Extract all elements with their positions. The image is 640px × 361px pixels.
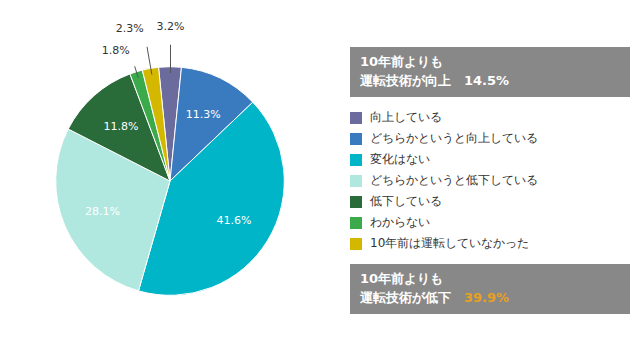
svg-text:11.3%: 11.3% — [186, 108, 221, 121]
html-text:どちらかというと向上している: どちらかというと向上している — [370, 131, 538, 145]
html-text:向上している: 向上している — [370, 110, 442, 124]
html-text:どちらかというと低下している: どちらかというと低下している — [370, 173, 538, 187]
html-text:10年前よりも: 10年前よりも — [360, 54, 444, 70]
svg-text:41.6%: 41.6% — [217, 213, 252, 226]
html-text:39.9%: 39.9% — [464, 289, 510, 305]
html-text:10年前は運転していなかった: 10年前は運転していなかった — [370, 236, 530, 250]
html-text:運転技術が向上: 運転技術が向上 — [360, 73, 451, 89]
svg-text:3.2%: 3.2% — [157, 19, 185, 32]
html-text:10年前よりも: 10年前よりも — [360, 271, 444, 286]
html-text:変化はない: 変化はない — [370, 152, 430, 166]
svg-text:11.8%: 11.8% — [104, 119, 139, 132]
html-text:わからない: わからない — [370, 215, 430, 229]
html-text:運転技術が低下: 運転技術が低下 — [360, 289, 451, 305]
html-text:低下している: 低下している — [370, 194, 442, 208]
svg-text:1.8%: 1.8% — [102, 44, 130, 57]
html-text:14.5%: 14.5% — [464, 73, 510, 89]
svg-text:28.1%: 28.1% — [85, 204, 120, 217]
svg-text:2.3%: 2.3% — [116, 21, 144, 34]
